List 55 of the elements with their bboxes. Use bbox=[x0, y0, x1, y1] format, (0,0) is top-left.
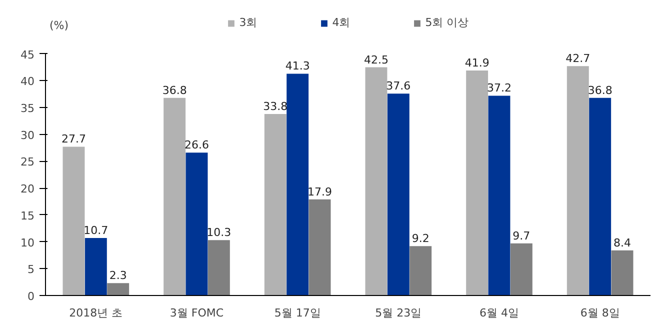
data-label: 17.9 bbox=[308, 185, 332, 198]
legend-label: 5회 이상 bbox=[425, 15, 469, 30]
bar bbox=[62, 146, 85, 296]
y-tick-label: 20 bbox=[20, 182, 35, 196]
data-label: 10.7 bbox=[84, 224, 108, 238]
data-label: 10.3 bbox=[206, 226, 232, 240]
x-tick-label: 3월 FOMC bbox=[170, 306, 224, 320]
legend-label: 3회 bbox=[239, 15, 258, 30]
data-label: 27.7 bbox=[61, 132, 86, 146]
y-tick-label: 15 bbox=[20, 209, 35, 222]
bar bbox=[410, 246, 432, 296]
y-axis-title: (%) bbox=[50, 18, 69, 32]
y-tick-label: 45 bbox=[20, 48, 35, 62]
bar bbox=[589, 98, 612, 296]
bar bbox=[308, 199, 331, 296]
data-label: 36.8 bbox=[162, 84, 187, 97]
data-label: 42.7 bbox=[566, 52, 590, 66]
bar bbox=[365, 67, 388, 296]
data-label: 9.7 bbox=[512, 229, 530, 242]
legend-label: 4회 bbox=[332, 15, 352, 30]
y-tick-label: 25 bbox=[20, 156, 35, 169]
x-tick-label: 6월 8일 bbox=[580, 306, 620, 320]
data-label: 26.6 bbox=[184, 138, 210, 152]
y-tick-label: 5 bbox=[28, 263, 34, 276]
bar bbox=[84, 238, 107, 296]
x-tick-label: 5월 17일 bbox=[274, 306, 321, 320]
y-tick-label: 0 bbox=[28, 290, 34, 303]
data-label: 36.8 bbox=[588, 84, 612, 97]
bar bbox=[566, 66, 589, 296]
data-label: 8.4 bbox=[614, 236, 632, 250]
bar bbox=[286, 74, 309, 296]
bar bbox=[107, 283, 130, 296]
y-tick-label: 35 bbox=[20, 102, 35, 116]
data-label: 37.2 bbox=[487, 82, 512, 95]
bar bbox=[387, 94, 410, 296]
data-label: 9.2 bbox=[412, 232, 430, 246]
bar bbox=[466, 70, 488, 296]
bar bbox=[186, 152, 208, 296]
bar bbox=[488, 96, 510, 296]
data-label: 2.3 bbox=[109, 269, 127, 282]
y-tick-label: 40 bbox=[20, 75, 35, 88]
data-label: 37.6 bbox=[386, 80, 411, 93]
x-tick-label: 6월 4일 bbox=[480, 306, 520, 320]
y-tick-label: 30 bbox=[20, 128, 35, 142]
x-tick-label: 2018년 초 bbox=[69, 306, 123, 320]
bar bbox=[264, 114, 286, 296]
bar bbox=[611, 250, 634, 296]
bar bbox=[164, 98, 186, 296]
data-label: 41.3 bbox=[285, 60, 310, 73]
x-tick-label: 5월 23일 bbox=[375, 306, 422, 320]
data-label: 42.5 bbox=[364, 53, 388, 66]
data-label: 41.9 bbox=[464, 56, 490, 70]
bar bbox=[208, 240, 230, 296]
bar bbox=[510, 243, 532, 296]
y-tick-label: 10 bbox=[20, 236, 35, 250]
